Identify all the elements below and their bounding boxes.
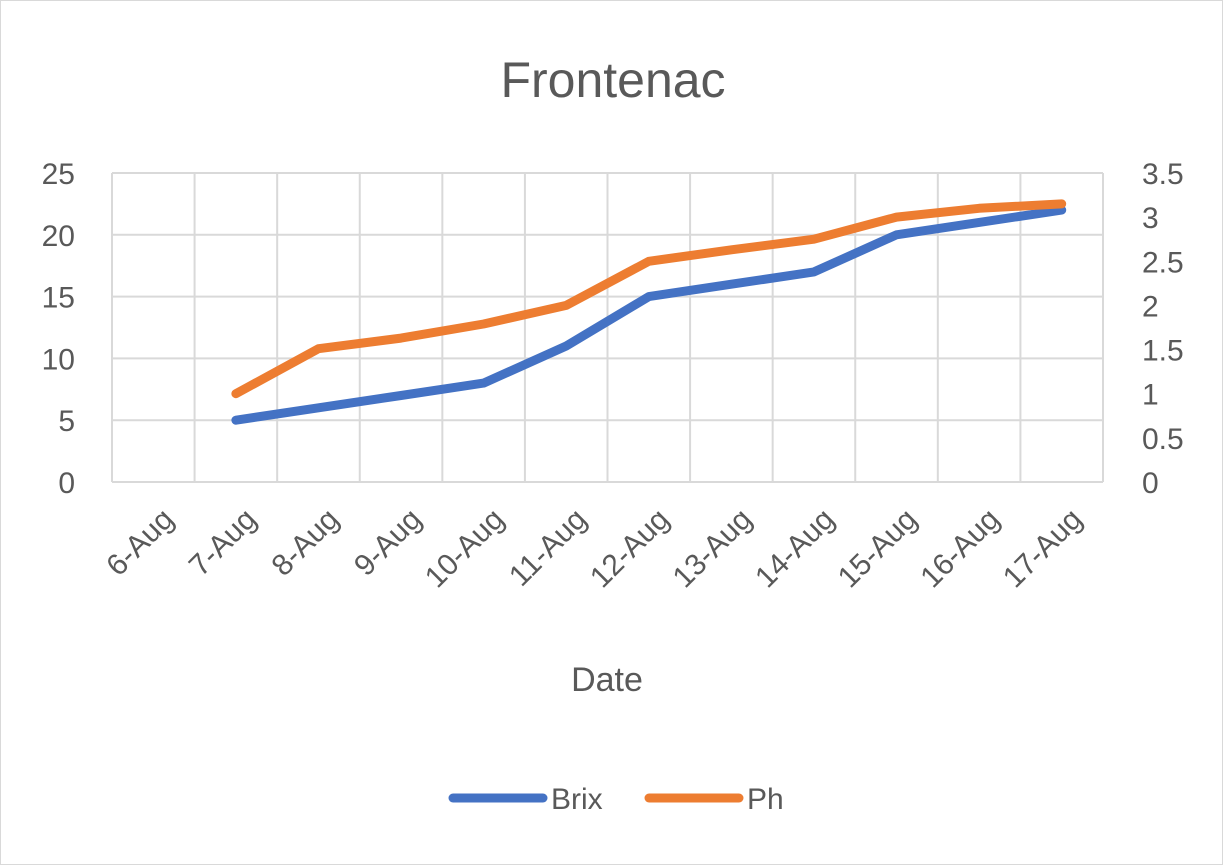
secondary-y-axis: 0 0.5 1 1.5 2 2.5 3 3.5 [1142,158,1184,500]
x-tick-label: 12-Aug [584,503,676,595]
secondary-y-tick-label: 3 [1142,202,1159,235]
legend-label-brix: Brix [551,783,603,816]
primary-y-tick-label: 0 [58,467,75,500]
legend-label-ph: Ph [747,783,784,816]
secondary-y-tick-label: 1.5 [1142,335,1184,368]
secondary-y-tick-label: 2 [1142,290,1159,323]
x-tick-label: 7-Aug [183,503,263,583]
gridlines [111,172,1104,483]
chart-title: Frontenac [500,52,725,108]
x-tick-label: 13-Aug [667,503,759,595]
x-tick-label: 14-Aug [749,503,841,595]
secondary-y-tick-label: 0 [1142,467,1159,500]
secondary-y-tick-label: 0.5 [1142,423,1184,456]
primary-y-tick-label: 20 [42,220,75,253]
x-tick-label: 17-Aug [997,503,1089,595]
x-tick-label: 16-Aug [914,503,1006,595]
secondary-y-tick-label: 3.5 [1142,158,1184,191]
primary-y-tick-label: 10 [42,343,75,376]
legend: Brix Ph [448,783,784,816]
x-tick-label: 6-Aug [100,503,180,583]
series-line-brix [231,205,1067,425]
x-tick-label: 11-Aug [503,503,593,593]
x-tick-label: 9-Aug [348,503,428,583]
series-line-ph [231,199,1067,399]
series-lines [231,199,1067,425]
x-tick-label: 8-Aug [265,503,345,583]
x-tick-label: 15-Aug [832,503,924,595]
primary-y-tick-label: 15 [42,282,75,315]
secondary-y-tick-label: 2.5 [1142,246,1184,279]
primary-y-axis: 0 5 10 15 20 25 [42,158,75,500]
x-tick-label: 10-Aug [419,503,511,595]
x-axis-title: Date [571,661,643,699]
secondary-y-tick-label: 1 [1142,379,1159,412]
primary-y-tick-label: 5 [58,405,75,438]
primary-y-tick-label: 25 [42,158,75,191]
x-axis: 6-Aug 7-Aug 8-Aug 9-Aug10-Aug11-Aug12-Aug13… [100,503,1088,595]
